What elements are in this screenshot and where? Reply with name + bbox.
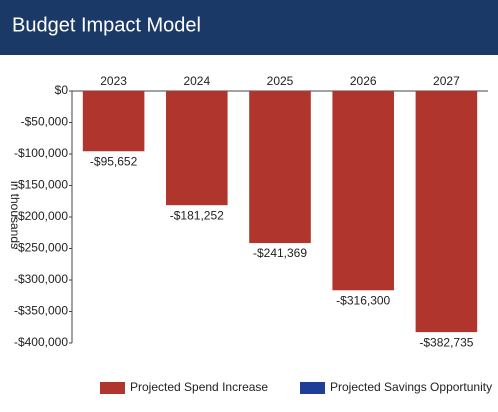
x-tick-label: 2024 bbox=[183, 74, 210, 88]
legend-label: Projected Spend Increase bbox=[130, 380, 268, 394]
value-label: -$241,369 bbox=[253, 246, 307, 260]
value-label: -$316,300 bbox=[336, 293, 390, 307]
y-axis-label: in thousands bbox=[8, 181, 22, 249]
y-tick-label: -$350,000 bbox=[14, 304, 68, 318]
bar bbox=[82, 91, 145, 152]
y-tick-label: -$150,000 bbox=[14, 178, 68, 192]
legend-swatch bbox=[300, 382, 325, 394]
y-tick-label: -$200,000 bbox=[14, 209, 68, 223]
value-label: -$95,652 bbox=[90, 154, 138, 168]
bar bbox=[415, 91, 478, 333]
bar bbox=[332, 91, 394, 291]
y-tick-label: -$300,000 bbox=[14, 272, 68, 286]
value-label: -$382,735 bbox=[419, 335, 473, 349]
bar bbox=[166, 91, 228, 206]
chart-title: Budget Impact Model bbox=[12, 14, 201, 36]
y-tick-label: -$250,000 bbox=[14, 241, 68, 255]
y-tick-label: -$400,000 bbox=[14, 335, 68, 349]
bar bbox=[249, 91, 311, 244]
legend-label: Projected Savings Opportunity bbox=[330, 380, 492, 394]
y-tick-label: -$100,000 bbox=[14, 146, 68, 160]
x-tick-label: 2023 bbox=[100, 74, 127, 88]
legend-swatch bbox=[100, 382, 125, 394]
value-label: -$181,252 bbox=[170, 208, 224, 222]
y-tick-label: -$50,000 bbox=[21, 115, 69, 129]
x-tick-label: 2027 bbox=[433, 74, 460, 88]
header-bar bbox=[0, 0, 498, 55]
x-tick-label: 2026 bbox=[350, 74, 377, 88]
y-tick-label: $0 bbox=[55, 83, 69, 97]
x-tick-label: 2025 bbox=[267, 74, 294, 88]
